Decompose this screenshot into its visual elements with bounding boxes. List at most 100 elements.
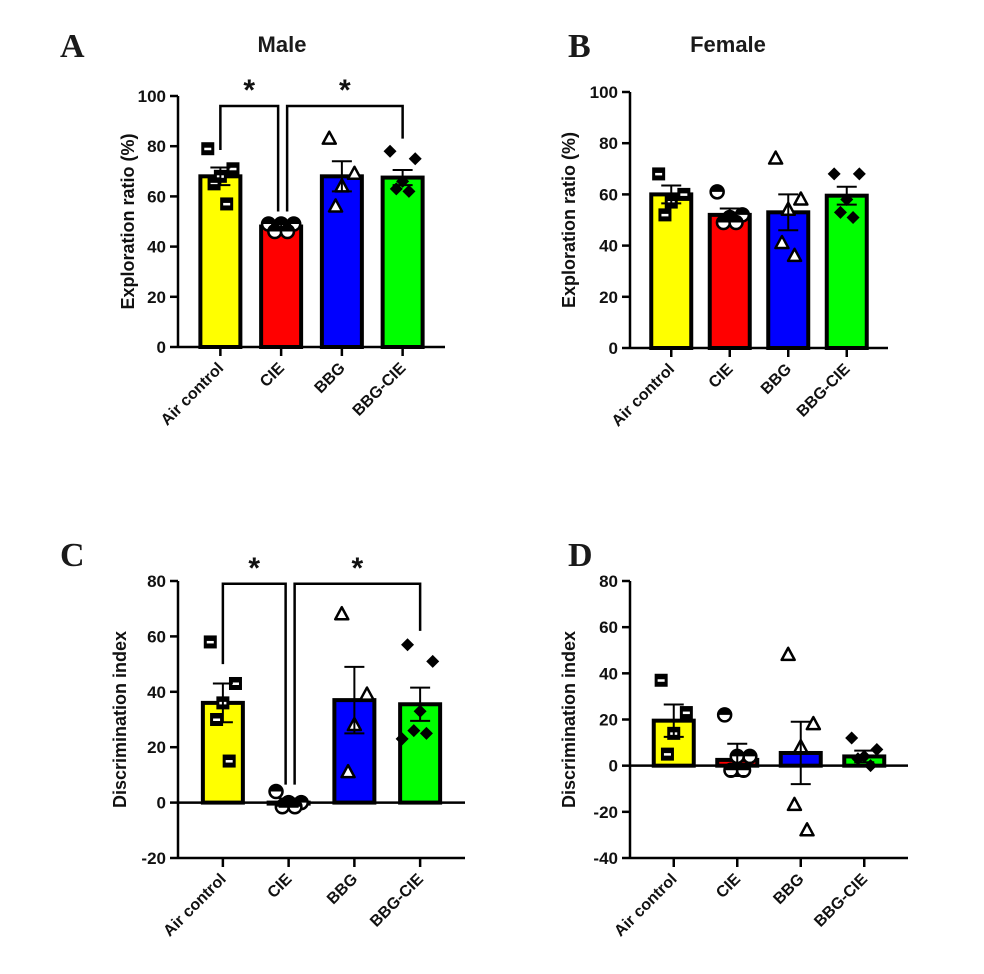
x-tick-label: BBG-CIE bbox=[794, 361, 854, 421]
data-point bbox=[383, 144, 397, 158]
data-point bbox=[321, 130, 338, 145]
significance-star: * bbox=[352, 552, 364, 585]
x-tick-label: BBG-CIE bbox=[367, 871, 427, 931]
data-point-half bbox=[262, 217, 276, 225]
data-point-center bbox=[663, 753, 671, 756]
data-point bbox=[845, 731, 859, 745]
bar-bbg-cie bbox=[824, 193, 869, 350]
y-axis-label: Exploration ratio (%) bbox=[559, 132, 579, 308]
x-tick-label: BBG-CIE bbox=[350, 360, 410, 420]
y-tick-label: 60 bbox=[599, 185, 618, 204]
x-tick-label: Air control bbox=[160, 871, 229, 940]
data-point-center bbox=[210, 182, 218, 186]
panel-letter: C bbox=[60, 537, 85, 574]
x-tick-label: Air control bbox=[609, 361, 678, 430]
panel-letter: A bbox=[60, 28, 85, 65]
data-point-half bbox=[275, 800, 289, 807]
panel-b: B Female 0 20 40 60 80 100 Exploration ratio (%)… bbox=[559, 28, 888, 430]
y-tick-label: -20 bbox=[141, 849, 166, 868]
bar-cie bbox=[259, 224, 304, 350]
panel-title: Male bbox=[258, 32, 307, 57]
data-point bbox=[407, 724, 421, 738]
data-point-center bbox=[206, 640, 214, 644]
significance-bracket bbox=[285, 104, 404, 212]
data-point bbox=[846, 210, 860, 224]
y-tick-label: -40 bbox=[593, 849, 618, 868]
panel-title: Female bbox=[690, 32, 766, 57]
panel-d: D -40 -20 0 20 40 60 80 Discrimination index Air … bbox=[559, 537, 908, 940]
data-point bbox=[402, 184, 416, 198]
data-point-half bbox=[718, 708, 732, 715]
data-point-center bbox=[204, 147, 212, 151]
data-point bbox=[340, 763, 356, 779]
significance-bracket bbox=[219, 104, 280, 212]
data-point bbox=[767, 150, 784, 165]
y-tick-label: 100 bbox=[590, 83, 618, 102]
data-point bbox=[852, 167, 866, 181]
significance-star: * bbox=[248, 552, 260, 585]
data-point-half bbox=[743, 749, 757, 757]
y-tick-label: 0 bbox=[157, 338, 166, 357]
data-point bbox=[419, 726, 433, 740]
y-tick-label: 40 bbox=[599, 664, 618, 683]
data-point-center bbox=[655, 172, 663, 176]
x-tick-label: CIE bbox=[713, 871, 744, 902]
data-point bbox=[799, 822, 815, 837]
data-point-center bbox=[680, 193, 688, 196]
bar-bbg-cie bbox=[380, 175, 425, 349]
y-axis-label: Discrimination index bbox=[110, 631, 130, 808]
y-tick-label: 80 bbox=[147, 137, 166, 156]
x-tick-label: BBG-CIE bbox=[811, 871, 871, 931]
panel-letter: D bbox=[568, 537, 593, 574]
data-point-half bbox=[724, 763, 738, 771]
y-tick-label: 60 bbox=[147, 627, 166, 646]
data-point bbox=[327, 198, 344, 213]
y-tick-label: 80 bbox=[599, 572, 618, 591]
significance-bracket bbox=[293, 582, 422, 785]
bar-bbg bbox=[766, 210, 811, 350]
data-point-half bbox=[274, 217, 288, 225]
y-tick-label: 40 bbox=[147, 683, 166, 702]
data-point bbox=[793, 191, 809, 206]
data-point bbox=[827, 167, 841, 181]
x-tick-label: BBG bbox=[770, 871, 807, 908]
y-tick-label: 0 bbox=[609, 339, 618, 358]
data-point bbox=[870, 743, 884, 757]
data-point bbox=[359, 686, 375, 701]
data-point bbox=[334, 605, 350, 621]
data-point-center bbox=[223, 202, 231, 206]
data-point-half bbox=[287, 217, 301, 225]
data-point-half bbox=[737, 763, 751, 771]
x-tick-label: BBG bbox=[758, 361, 795, 398]
y-tick-label: 60 bbox=[147, 187, 166, 206]
data-point bbox=[395, 732, 409, 746]
data-point bbox=[401, 638, 415, 652]
x-tick-label: CIE bbox=[265, 871, 296, 902]
y-tick-label: 40 bbox=[599, 237, 618, 256]
y-tick-label: 0 bbox=[609, 757, 618, 776]
data-point-center bbox=[213, 718, 221, 721]
x-tick-label: CIE bbox=[706, 361, 737, 392]
y-tick-label: 0 bbox=[157, 794, 166, 813]
panel-letter: B bbox=[568, 28, 591, 65]
panel-a: A Male 0 20 40 60 80 100 Exploration ratio (%) Ai… bbox=[60, 28, 445, 429]
data-point-half bbox=[269, 785, 283, 792]
x-tick-label: BBG bbox=[324, 871, 361, 908]
y-tick-label: 80 bbox=[147, 572, 166, 591]
y-tick-label: 20 bbox=[599, 711, 618, 730]
data-point bbox=[780, 646, 796, 662]
y-axis-label: Discrimination index bbox=[559, 631, 579, 808]
data-point bbox=[408, 152, 422, 166]
significance-star: * bbox=[339, 74, 351, 107]
significance-star: * bbox=[243, 74, 255, 107]
significance-bracket bbox=[221, 582, 287, 785]
x-tick-label: Air control bbox=[611, 871, 680, 940]
data-point-center bbox=[225, 760, 233, 763]
y-tick-label: 100 bbox=[138, 87, 166, 106]
y-tick-label: 20 bbox=[147, 288, 166, 307]
bar-bbg bbox=[319, 174, 364, 349]
data-point-center bbox=[231, 682, 239, 685]
panel-c: C -20 0 20 40 60 80 Discrimination index Air con… bbox=[60, 537, 465, 940]
data-point-center bbox=[229, 167, 237, 171]
